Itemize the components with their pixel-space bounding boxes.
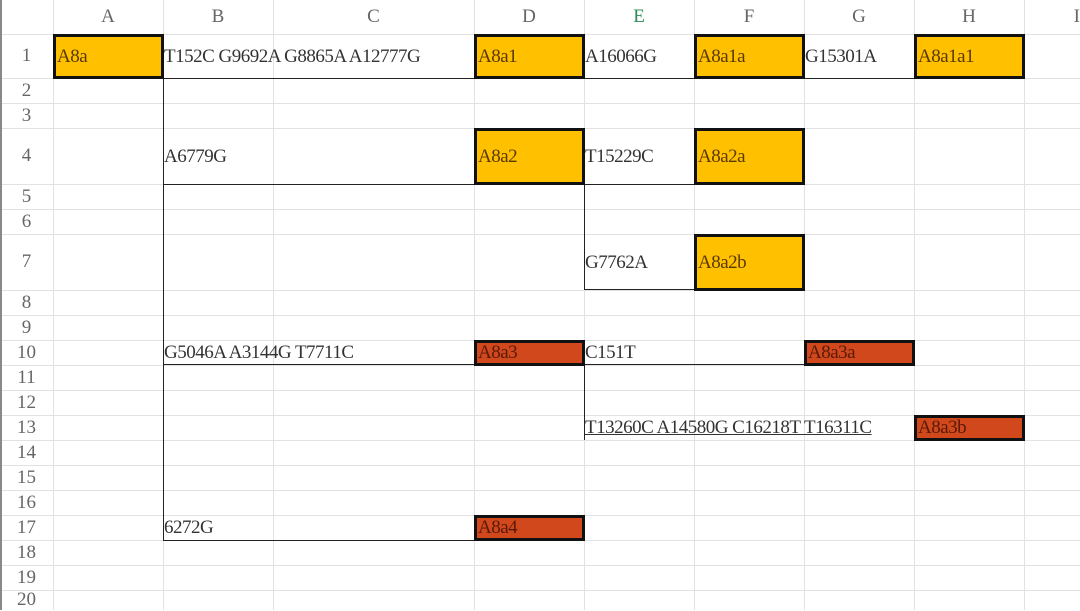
haplogroup-cell[interactable]: A8a: [53, 34, 164, 79]
tree-connector-line: [584, 365, 585, 440]
mutation-cell[interactable]: G5046A A3144G T7711C: [164, 342, 354, 363]
tree-connector-line: [163, 540, 474, 541]
row-header-6[interactable]: 6: [21, 210, 32, 232]
haplogroup-cell[interactable]: A8a1: [474, 34, 585, 79]
gridline-horizontal: [0, 103, 1080, 104]
row-header-10[interactable]: 10: [17, 341, 36, 363]
row-header-3[interactable]: 3: [21, 104, 32, 126]
mutation-cell[interactable]: T152C G9692A G8865A A12777G: [164, 45, 421, 67]
row-header-19[interactable]: 19: [17, 566, 36, 588]
haplogroup-cell[interactable]: A8a3: [474, 340, 585, 366]
haplogroup-cell[interactable]: A8a1a: [694, 34, 805, 79]
row-header-17[interactable]: 17: [17, 516, 36, 538]
gridline-horizontal: [0, 440, 1080, 441]
gridline-horizontal: [0, 565, 1080, 566]
mutation-cell[interactable]: G7762A: [585, 251, 648, 273]
tree-connector-line: [163, 78, 164, 540]
mutation-cell[interactable]: T15229C: [585, 145, 654, 167]
gridline-horizontal: [0, 290, 1080, 291]
tree-connector-line: [584, 184, 694, 185]
column-header-B[interactable]: B: [211, 6, 225, 27]
gridline-vertical: [53, 0, 54, 610]
haplogroup-cell[interactable]: A8a2a: [694, 128, 805, 185]
column-header-E[interactable]: E: [633, 6, 645, 27]
row-header-8[interactable]: 8: [21, 291, 32, 313]
gridline-horizontal: [0, 315, 1080, 316]
gridline-horizontal: [0, 415, 1080, 416]
row-header-12[interactable]: 12: [17, 391, 36, 413]
haplogroup-cell[interactable]: A8a1a1: [914, 34, 1025, 79]
row-header-20[interactable]: 20: [17, 589, 36, 610]
haplogroup-cell[interactable]: A8a2b: [694, 234, 805, 291]
gridline-vertical: [584, 0, 585, 610]
tree-connector-line: [163, 364, 474, 365]
tree-connector-line: [584, 289, 694, 290]
tree-connector-line: [163, 78, 1024, 79]
row-header-4[interactable]: 4: [21, 145, 32, 166]
haplogroup-cell[interactable]: A8a3a: [804, 340, 915, 366]
column-header-C[interactable]: C: [367, 6, 380, 27]
gridline-horizontal: [0, 209, 1080, 210]
gridline-vertical: [694, 0, 695, 610]
gridline-horizontal: [0, 390, 1080, 391]
gridline-vertical: [1024, 0, 1025, 610]
column-header-I[interactable]: I: [1073, 6, 1080, 27]
tree-connector-line: [584, 184, 585, 290]
row-header-7[interactable]: 7: [21, 251, 32, 272]
column-header-G[interactable]: G: [852, 6, 866, 27]
row-header-18[interactable]: 18: [17, 541, 36, 563]
row-header-9[interactable]: 9: [21, 316, 32, 338]
mutation-cell[interactable]: C151T: [585, 342, 636, 363]
gridline-horizontal: [0, 465, 1080, 466]
mutation-cell[interactable]: T13260C A14580G C16218T T16311C: [585, 417, 872, 438]
row-header-13[interactable]: 13: [17, 416, 36, 438]
row-header-2[interactable]: 2: [21, 79, 32, 101]
gridline-vertical: [273, 0, 274, 610]
row-header-5[interactable]: 5: [21, 185, 32, 207]
tree-connector-line: [163, 184, 474, 185]
row-header-14[interactable]: 14: [17, 441, 36, 463]
haplogroup-cell[interactable]: A8a3b: [914, 415, 1025, 441]
mutation-cell[interactable]: A6779G: [164, 145, 227, 167]
haplogroup-cell[interactable]: A8a4: [474, 515, 585, 541]
row-header-border: [0, 0, 2, 610]
row-header-1[interactable]: 1: [21, 45, 32, 66]
haplogroup-cell[interactable]: A8a2: [474, 128, 585, 185]
gridline-vertical: [474, 0, 475, 610]
gridline-vertical: [914, 0, 915, 610]
gridline-horizontal: [0, 590, 1080, 591]
mutation-cell[interactable]: A16066G: [585, 45, 657, 67]
tree-connector-line: [584, 364, 804, 365]
mutation-cell[interactable]: 6272G: [164, 517, 214, 538]
row-header-16[interactable]: 16: [17, 491, 36, 513]
row-header-11[interactable]: 11: [17, 366, 36, 388]
column-header-H[interactable]: H: [962, 6, 976, 27]
column-header-D[interactable]: D: [522, 6, 536, 27]
mutation-cell[interactable]: G15301A: [805, 45, 877, 67]
gridline-vertical: [804, 0, 805, 610]
column-header-F[interactable]: F: [743, 6, 755, 27]
column-header-A[interactable]: A: [101, 6, 115, 27]
gridline-horizontal: [0, 234, 1080, 235]
row-header-15[interactable]: 15: [17, 466, 36, 488]
gridline-horizontal: [0, 490, 1080, 491]
